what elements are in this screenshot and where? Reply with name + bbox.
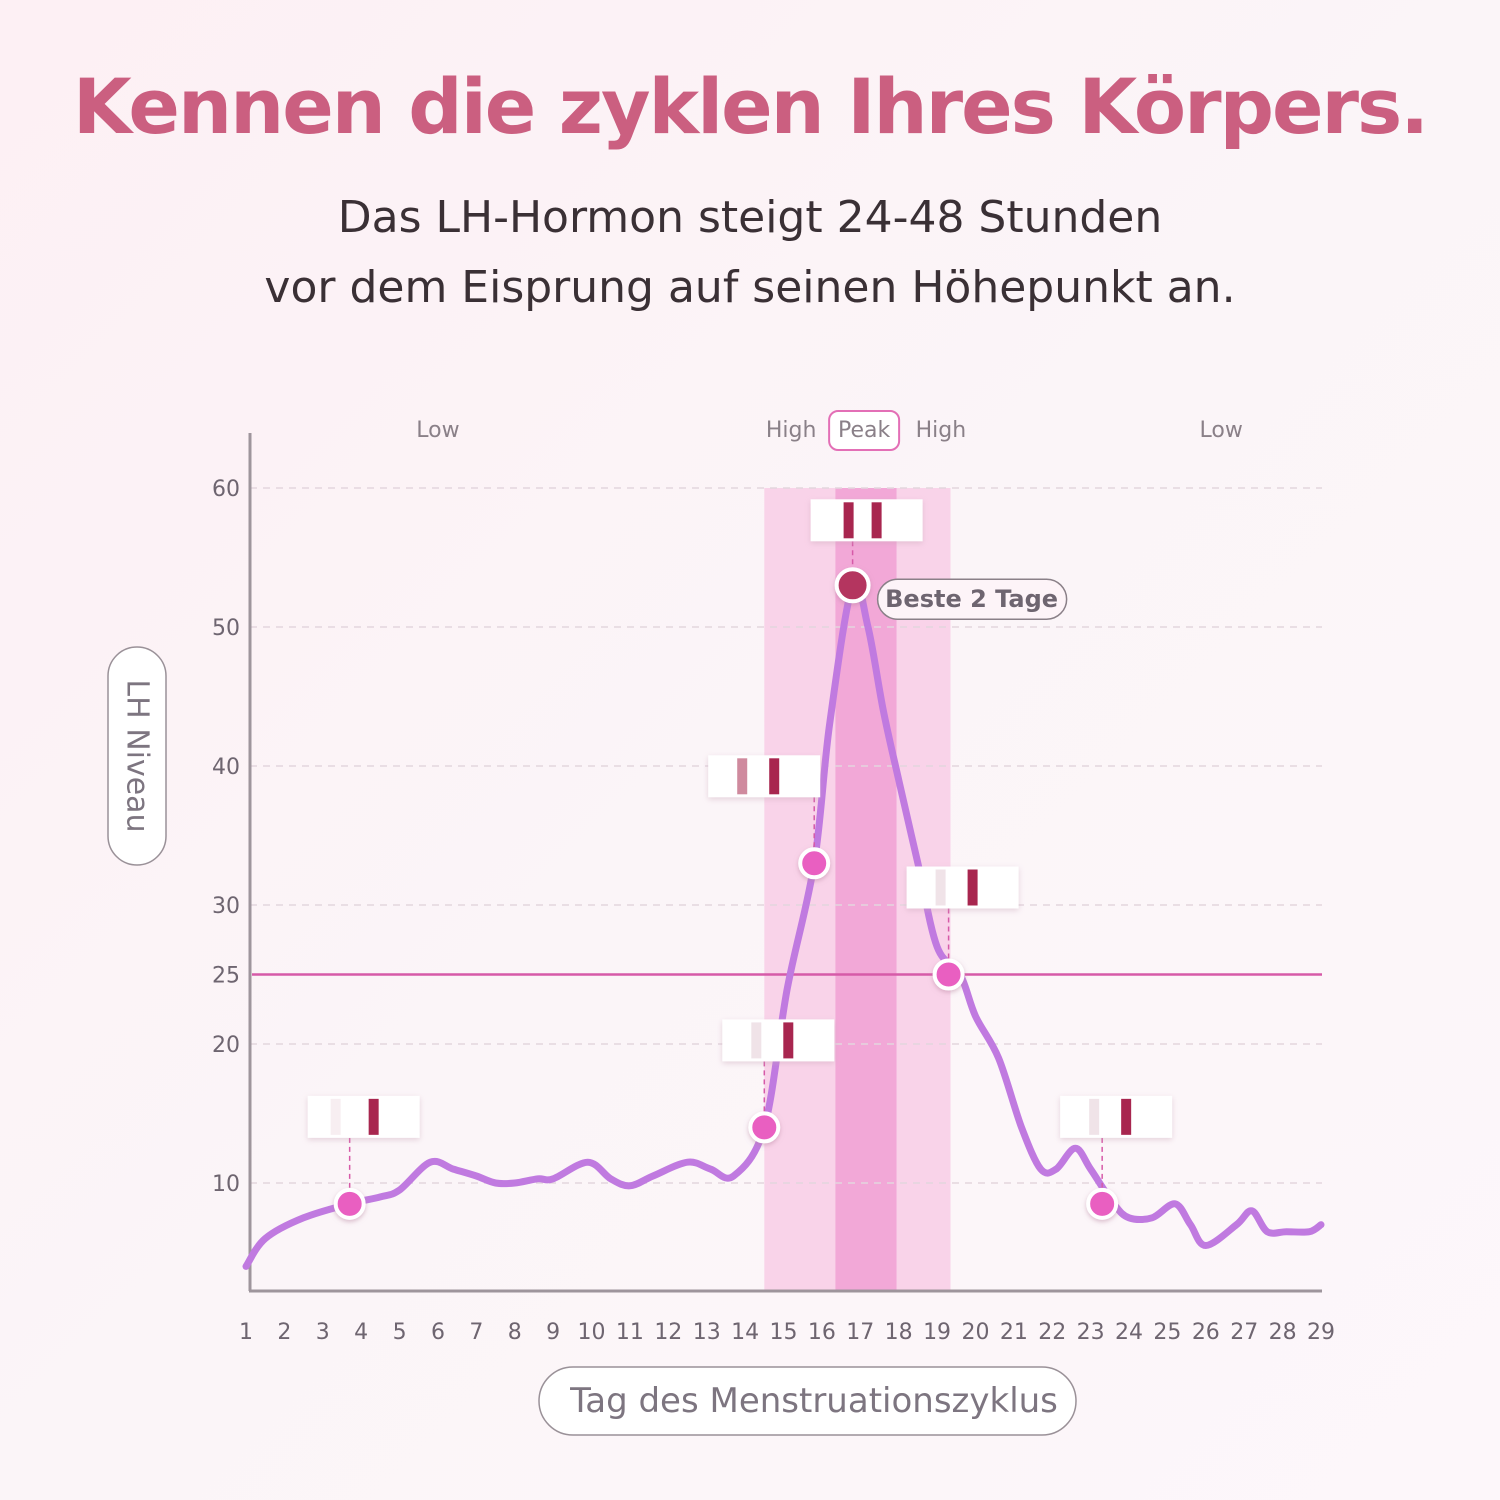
y-tick-label: 40 — [212, 755, 240, 780]
x-tick-label: 29 — [1307, 1320, 1335, 1345]
x-tick-label: 13 — [693, 1320, 721, 1345]
x-axis-label: Tag des Menstruationszyklus — [569, 1381, 1058, 1421]
x-tick-label: 27 — [1230, 1320, 1258, 1345]
x-tick-label: 16 — [808, 1320, 836, 1345]
data-point — [748, 1111, 781, 1144]
zone-label-3: High — [916, 418, 967, 443]
page-title: Kennen die zyklen Ihres Körpers. — [72, 62, 1429, 151]
subtitle-line-1: Das LH-Hormon steigt 24-48 Stunden — [337, 192, 1163, 243]
x-tick-label: 14 — [731, 1320, 759, 1345]
strip-band — [967, 869, 978, 906]
strip-band — [783, 1022, 794, 1059]
y-tick-label: 50 — [212, 616, 240, 641]
x-tick-label: 26 — [1192, 1320, 1220, 1345]
strip-band — [769, 758, 780, 795]
data-point — [333, 1187, 366, 1220]
x-tick-label: 28 — [1269, 1320, 1297, 1345]
strip-card — [307, 1095, 420, 1138]
x-tick-label: 11 — [616, 1320, 644, 1345]
x-tick-label: 10 — [578, 1320, 606, 1345]
x-tick-label: 21 — [1000, 1320, 1028, 1345]
data-point — [932, 958, 965, 991]
zone-label-1: High — [766, 418, 817, 443]
x-tick-label: 20 — [961, 1320, 989, 1345]
test-strip-2 — [708, 755, 821, 850]
x-tick-label: 6 — [431, 1320, 445, 1345]
strip-band — [737, 758, 748, 795]
zone-label-text: High — [916, 418, 967, 443]
test-strip-5 — [1060, 1095, 1173, 1190]
x-tick-label: 23 — [1077, 1320, 1105, 1345]
y-tick-label: 25 — [212, 964, 240, 989]
axes-layer — [248, 433, 1322, 1293]
zone-label-text: Low — [416, 418, 459, 443]
strip-band — [871, 502, 882, 539]
y-axis-label-pill: LH Niveau — [107, 646, 167, 866]
strip-card — [708, 755, 821, 798]
test-strip-1 — [722, 1019, 835, 1114]
strip-band — [935, 869, 946, 906]
y-tick-label: 30 — [212, 894, 240, 919]
data-point — [834, 567, 871, 604]
x-tick-label: 3 — [316, 1320, 330, 1345]
zone-label-text: Peak — [838, 418, 890, 443]
highlight-band-0 — [764, 488, 836, 1291]
x-tick-label: 18 — [885, 1320, 913, 1345]
zone-label-text: Low — [1200, 418, 1243, 443]
x-tick-label: 9 — [546, 1320, 560, 1345]
x-tick-label: 19 — [923, 1320, 951, 1345]
x-tick-label: 22 — [1038, 1320, 1066, 1345]
x-axis-label-pill: Tag des Menstruationszyklus — [538, 1366, 1077, 1436]
test-strip-4 — [906, 866, 1019, 961]
strip-band — [751, 1022, 762, 1059]
x-tick-label: 4 — [354, 1320, 368, 1345]
zone-label-text: High — [766, 418, 817, 443]
strip-band — [330, 1098, 341, 1135]
y-tick-label: 60 — [212, 477, 240, 502]
zone-label-0: Low — [416, 418, 459, 443]
peak-box — [828, 410, 901, 451]
strip-card — [722, 1019, 835, 1062]
point-layer — [333, 567, 1119, 1220]
test-strip-0 — [307, 1095, 420, 1190]
zone-label-2: Peak — [828, 410, 901, 451]
x-tick-label: 12 — [654, 1320, 682, 1345]
x-tick-label: 2 — [277, 1320, 291, 1345]
data-point — [798, 847, 831, 880]
strip-band — [1121, 1098, 1132, 1135]
strip-band — [843, 502, 854, 539]
best-days-label: Beste 2 Tage — [885, 585, 1058, 613]
x-tick-label: 5 — [393, 1320, 407, 1345]
x-tick-label: 1 — [239, 1320, 253, 1345]
strip-band — [368, 1098, 379, 1135]
y-tick-label: 20 — [212, 1033, 240, 1058]
strip-card — [906, 866, 1019, 909]
subtitle-line-2: vor dem Eisprung auf seinen Höhepunkt an… — [264, 262, 1236, 313]
x-tick-label: 25 — [1153, 1320, 1181, 1345]
x-tick-label: 17 — [846, 1320, 874, 1345]
label-layer: Low High Peak High Low — [416, 410, 1243, 451]
strip-card — [810, 499, 923, 542]
x-tick-label: 8 — [508, 1320, 522, 1345]
x-tick-label: 7 — [469, 1320, 483, 1345]
test-strip-3 — [810, 499, 923, 572]
y-tick-label: 10 — [212, 1172, 240, 1197]
x-tick-label: 24 — [1115, 1320, 1143, 1345]
data-point — [1086, 1187, 1119, 1220]
strip-band — [1089, 1098, 1100, 1135]
y-axis-label: LH Niveau — [120, 679, 155, 832]
strip-layer — [307, 499, 1173, 1190]
strip-card — [1060, 1095, 1173, 1138]
zone-label-4: Low — [1200, 418, 1243, 443]
x-tick-label: 15 — [770, 1320, 798, 1345]
best-days-pill: Beste 2 Tage — [876, 578, 1068, 620]
